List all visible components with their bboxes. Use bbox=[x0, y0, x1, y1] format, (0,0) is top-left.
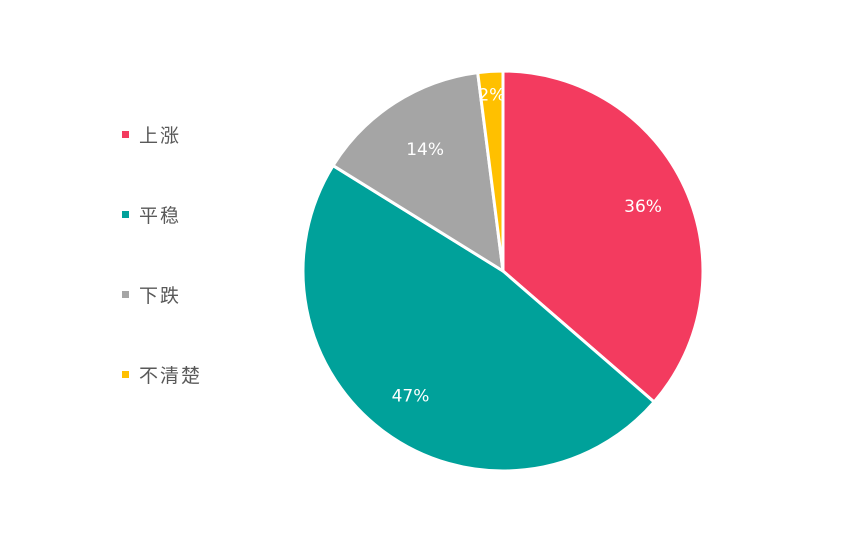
legend-swatch-fall bbox=[122, 290, 129, 298]
data-label-fall: 14% bbox=[406, 140, 444, 160]
pie-slice-unclear bbox=[476, 69, 505, 273]
pie-slice-fall bbox=[331, 71, 505, 273]
legend-item-rise: 上涨 bbox=[122, 118, 282, 150]
legend-swatch-stable bbox=[122, 210, 129, 218]
legend-label-rise: 上涨 bbox=[139, 124, 182, 147]
pie-slice-rise bbox=[501, 69, 705, 404]
data-label-stable: 47% bbox=[392, 387, 430, 407]
legend-label-stable: 平稳 bbox=[139, 204, 182, 227]
legend-item-stable: 平稳 bbox=[122, 198, 282, 230]
data-label-unclear: 2% bbox=[478, 85, 505, 105]
legend-swatch-rise bbox=[122, 130, 129, 138]
legend-item-unclear: 不清楚 bbox=[122, 358, 282, 390]
legend-item-fall: 下跌 bbox=[122, 278, 282, 310]
data-label-rise: 36% bbox=[624, 197, 662, 217]
legend-label-fall: 下跌 bbox=[139, 284, 182, 307]
legend: 上涨 平稳 下跌 不清楚 bbox=[122, 118, 282, 438]
pie-slice-stable bbox=[301, 164, 656, 473]
legend-label-unclear: 不清楚 bbox=[139, 364, 203, 387]
legend-swatch-unclear bbox=[122, 370, 129, 378]
